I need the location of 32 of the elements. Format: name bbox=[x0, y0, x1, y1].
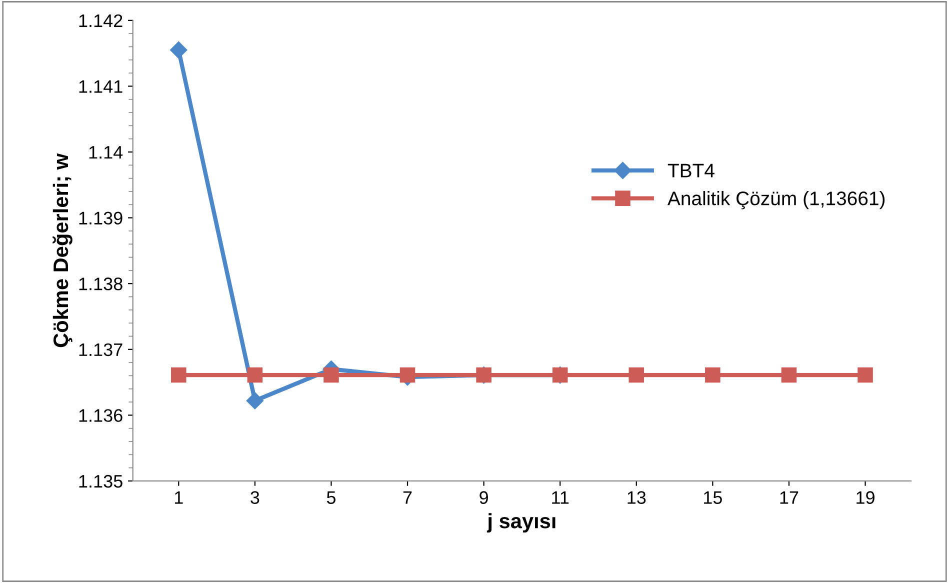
x-tick-label: 17 bbox=[780, 491, 798, 504]
point bbox=[858, 367, 873, 383]
point bbox=[400, 367, 416, 383]
point bbox=[705, 367, 720, 383]
point bbox=[170, 367, 186, 383]
x-axis-title: j sayısı bbox=[486, 513, 556, 533]
x-tick-label: 1 bbox=[174, 491, 183, 504]
x-tick-label: 3 bbox=[250, 491, 260, 504]
y-tick-label: 1.14 bbox=[89, 146, 123, 159]
point bbox=[628, 367, 644, 383]
y-tick-label: 1.137 bbox=[79, 343, 122, 356]
x-tick-label: 19 bbox=[856, 491, 874, 504]
legend-label: TBT4 bbox=[668, 164, 714, 178]
point bbox=[246, 392, 264, 410]
x-tick-label: 13 bbox=[628, 491, 646, 504]
x-tick-label: 7 bbox=[403, 491, 412, 504]
y-tick-label: 1.142 bbox=[79, 14, 122, 27]
y-tick-label: 1.138 bbox=[79, 278, 122, 290]
y-axis-title: Çökme Değerleri; w bbox=[52, 153, 72, 348]
x-tick-label: 5 bbox=[326, 491, 336, 504]
x-tick-label: 9 bbox=[480, 491, 488, 504]
point bbox=[324, 367, 339, 383]
point bbox=[170, 41, 188, 59]
x-tick-label: 15 bbox=[704, 491, 722, 504]
y-tick-label: 1.141 bbox=[79, 80, 122, 93]
y-tick-label: 1.139 bbox=[79, 212, 122, 225]
point bbox=[247, 367, 263, 383]
legend-label: Analitik Çözüm (1,13661) bbox=[667, 191, 885, 210]
point bbox=[781, 367, 797, 383]
x-tick-label: 11 bbox=[552, 491, 569, 504]
y-tick-label: 1.136 bbox=[79, 409, 122, 422]
y-tick-label: 1.135 bbox=[79, 474, 122, 488]
